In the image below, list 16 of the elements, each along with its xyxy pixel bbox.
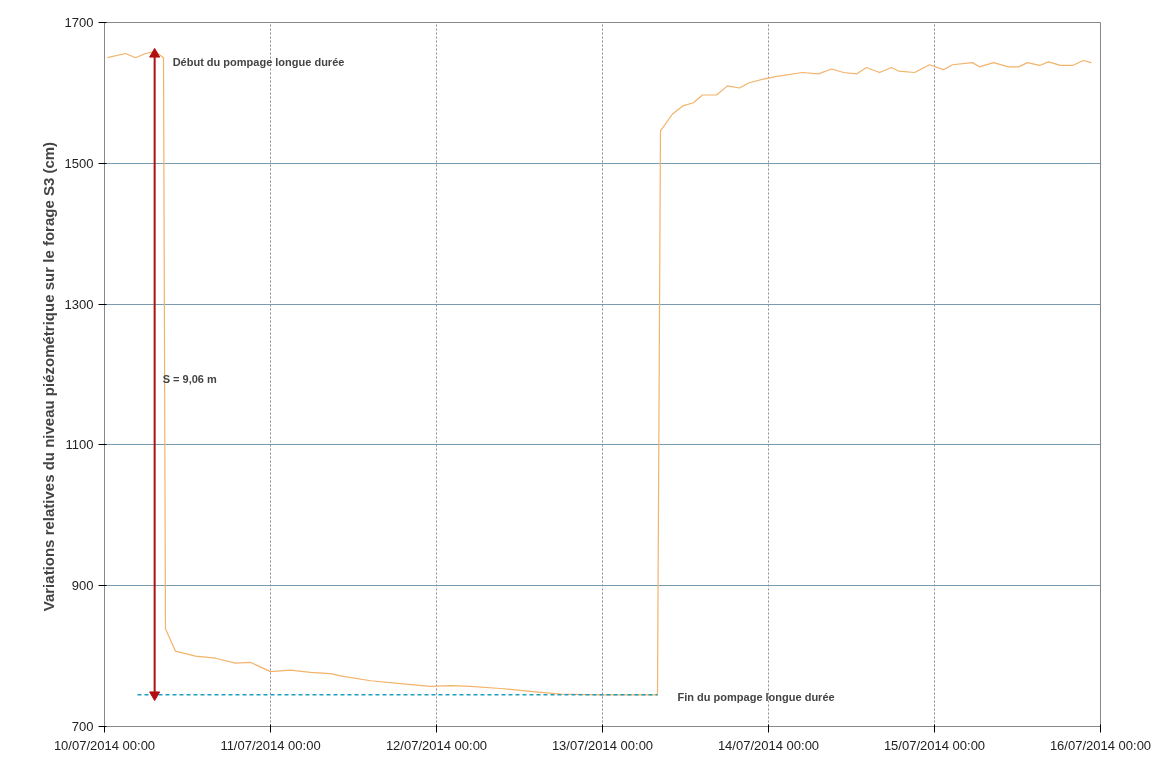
y-tick-label: 900 [71, 578, 94, 594]
y-tick-label: 700 [71, 719, 94, 734]
x-tick-label: 13/07/2014 00:00 [551, 737, 654, 753]
x-tick-label: 11/07/2014 00:00 [220, 737, 321, 753]
y-axis-title: Variations relatives du niveau piézométrique sur le forage S3 (cm) [39, 141, 57, 612]
x-tick-label: 15/07/2014 00:00 [883, 737, 986, 753]
y-tick-label: 1100 [65, 437, 94, 453]
x-tick-label: 10/07/2014 00:00 [53, 737, 156, 753]
x-tick-label: 16/07/2014 00:00 [1049, 737, 1152, 753]
annotation: Début du pompage longue durée [172, 56, 345, 69]
annotation: Fin du pompage longue durée [677, 690, 835, 703]
y-tick-label: 1300 [64, 296, 94, 312]
y-tick-label: 1500 [64, 155, 94, 171]
x-tick-label: 12/07/2014 00:00 [385, 737, 488, 753]
x-tick-label: 14/07/2014 00:00 [717, 737, 820, 753]
y-tick-label: 1700 [64, 15, 94, 30]
